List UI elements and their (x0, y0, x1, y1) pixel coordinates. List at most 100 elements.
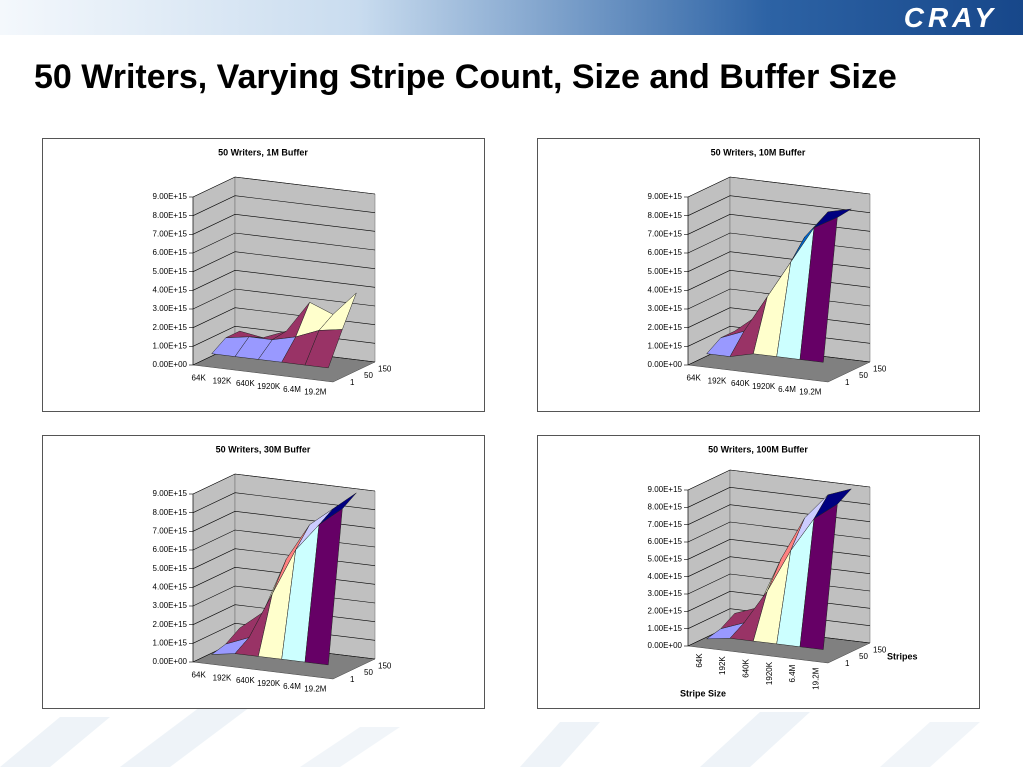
slide-title: 50 Writers, Varying Stripe Count, Size a… (34, 58, 897, 96)
x-tick-label: 19.2M (799, 388, 822, 397)
y-tick-label: 6.00E+15 (648, 248, 683, 257)
y-tick-label: 8.00E+15 (153, 508, 188, 517)
chart-title: 50 Writers, 1M Buffer (218, 147, 308, 157)
chart-title: 50 Writers, 30M Buffer (216, 444, 311, 454)
y-tick-label: 7.00E+15 (648, 520, 683, 529)
chart-title: 50 Writers, 100M Buffer (708, 444, 808, 454)
x-tick-label: 1920K (257, 679, 281, 688)
y-tick-label: 0.00E+00 (153, 360, 188, 369)
depth-tick-label: 150 (378, 364, 392, 373)
y-tick-label: 4.00E+15 (648, 285, 683, 294)
chart: 50 Writers, 100M Buffer 0.00E+00 1.00E+15 2… (648, 444, 918, 698)
y-tick-label: 8.00E+15 (648, 211, 683, 220)
x-tick-label: 640K (236, 676, 255, 685)
y-tick-label: 9.00E+15 (153, 489, 188, 498)
surface-cell (799, 503, 838, 650)
x-tick-label: 64K (192, 374, 207, 383)
logo: CRAY (903, 2, 997, 33)
x-tick-label: 64K (695, 653, 704, 668)
depth-tick-label: 150 (873, 364, 887, 373)
y-tick-label: 9.00E+15 (153, 192, 188, 201)
x-tick-label: 6.4M (283, 385, 301, 394)
x-tick-label: 6.4M (283, 682, 301, 691)
depth-tick-label: 1 (350, 675, 355, 684)
grid-line (687, 195, 871, 216)
chart-panel: 50 Writers, 30M Buffer 0.00E+00 1.00E+15 2.… (42, 435, 485, 709)
y-tick-label: 0.00E+00 (648, 360, 683, 369)
depth-tick-label: 150 (873, 645, 887, 654)
x-tick-label: 64K (192, 671, 207, 680)
y-tick-label: 9.00E+15 (648, 192, 683, 201)
y-tick-label: 9.00E+15 (648, 485, 683, 494)
x-tick-label: 192K (213, 673, 232, 682)
x-tick-label: 1920K (257, 382, 281, 391)
x-tick-label: 19.2M (304, 685, 327, 694)
x-tick-label: 192K (718, 656, 727, 675)
x-tick-label: 19.2M (811, 667, 820, 690)
x-tick-label: 64K (687, 374, 702, 383)
y-tick-label: 5.00E+15 (153, 564, 188, 573)
surface-cell (304, 329, 343, 369)
y-tick-label: 8.00E+15 (153, 211, 188, 220)
y-tick-label: 3.00E+15 (153, 601, 188, 610)
y-tick-label: 6.00E+15 (648, 537, 683, 546)
y-tick-label: 3.00E+15 (648, 589, 683, 598)
y-tick-label: 6.00E+15 (153, 248, 188, 257)
surface-cell (304, 508, 343, 666)
chart-panel: 50 Writers, 1M Buffer 0.00E+00 1.00E+15 2.0… (42, 138, 485, 412)
grid-line (192, 473, 376, 495)
x-tick-label: 6.4M (788, 664, 797, 682)
depth-tick-label: 50 (859, 371, 868, 380)
x-tick-label: 1920K (765, 661, 774, 685)
y-tick-label: 8.00E+15 (648, 502, 683, 511)
x-tick-label: 640K (731, 379, 750, 388)
chart: 50 Writers, 30M Buffer 0.00E+00 1.00E+15 2.… (153, 444, 392, 694)
chart-panel: 50 Writers, 10M Buffer 0.00E+00 1.00E+15 2.… (537, 138, 980, 412)
grid-line (192, 232, 376, 254)
y-tick-label: 1.00E+15 (153, 341, 188, 350)
header-bar: CRAY (0, 0, 1023, 35)
y-tick-label: 0.00E+00 (648, 641, 683, 650)
x-axis-label: Stripe Size (680, 688, 726, 698)
grid-line (192, 492, 376, 513)
grid-line (192, 176, 376, 198)
x-tick-label: 640K (741, 658, 750, 677)
y-tick-label: 4.00E+15 (648, 572, 683, 581)
y-tick-label: 7.00E+15 (153, 229, 188, 238)
grid-line (192, 269, 376, 291)
grid-line (687, 486, 871, 508)
x-tick-label: 6.4M (778, 385, 796, 394)
chart-title: 50 Writers, 10M Buffer (711, 147, 806, 157)
left-wall (192, 473, 236, 663)
y-tick-label: 2.00E+15 (153, 323, 188, 332)
chart-panel: 50 Writers, 100M Buffer 0.00E+00 1.00E+15 2… (537, 435, 980, 709)
y-tick-label: 6.00E+15 (153, 545, 188, 554)
chart: 50 Writers, 10M Buffer 0.00E+00 1.00E+15 2.… (648, 147, 887, 397)
x-tick-label: 192K (708, 376, 727, 385)
depth-tick-label: 50 (859, 652, 868, 661)
depth-tick-label: 50 (364, 668, 373, 677)
y-tick-label: 3.00E+15 (648, 304, 683, 313)
x-tick-label: 192K (213, 376, 232, 385)
y-tick-label: 7.00E+15 (648, 229, 683, 238)
x-tick-label: 1920K (752, 382, 776, 391)
depth-tick-label: 150 (378, 661, 392, 670)
grid-line (192, 195, 376, 216)
left-wall (687, 469, 731, 647)
y-tick-label: 7.00E+15 (153, 526, 188, 535)
depth-tick-label: 50 (364, 371, 373, 380)
y-tick-label: 5.00E+15 (648, 554, 683, 563)
y-tick-label: 5.00E+15 (153, 267, 188, 276)
y-tick-label: 5.00E+15 (648, 267, 683, 276)
y-tick-label: 4.00E+15 (153, 582, 188, 591)
grid-line (687, 469, 871, 491)
background-stripes (0, 707, 980, 767)
y-tick-label: 2.00E+15 (153, 620, 188, 629)
depth-tick-label: 1 (845, 659, 850, 668)
x-tick-label: 640K (236, 379, 255, 388)
y-tick-label: 2.00E+15 (648, 606, 683, 615)
grid-line (192, 251, 376, 272)
grid-line (687, 176, 871, 198)
depth-tick-label: 1 (845, 378, 850, 387)
